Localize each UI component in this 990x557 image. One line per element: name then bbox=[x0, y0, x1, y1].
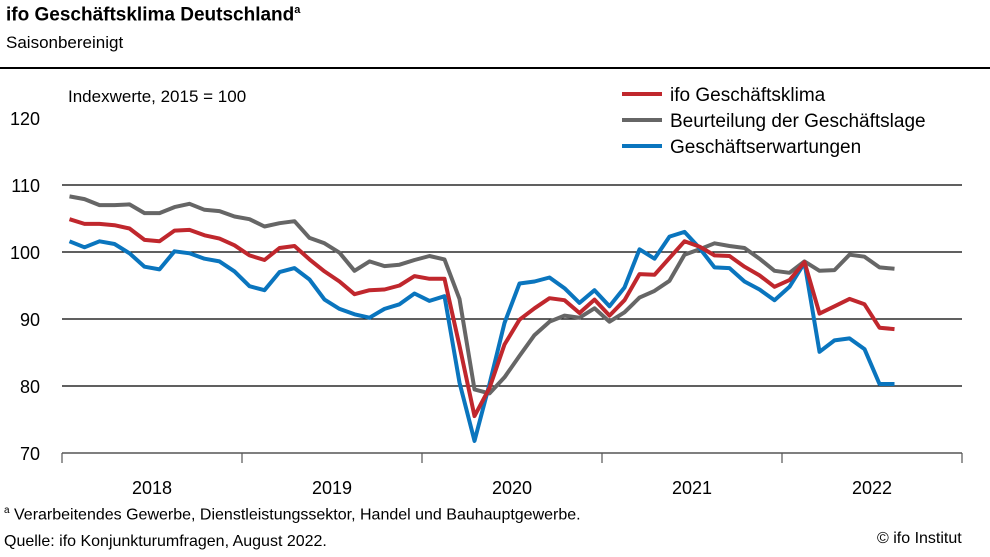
source-note: Quelle: ifo Konjunkturumfragen, August 2… bbox=[4, 533, 327, 550]
legend-label-2: Geschäftserwartungen bbox=[670, 137, 861, 158]
y-tick-label-70: 70 bbox=[20, 444, 40, 464]
legend-background bbox=[608, 132, 968, 156]
title-footnote-mark: a bbox=[294, 4, 301, 16]
legend-background bbox=[608, 106, 968, 130]
footnote-text: Verarbeitendes Gewerbe, Dienstleistungss… bbox=[14, 506, 581, 524]
chart-title: ifo Geschäftsklima Deutschlanda bbox=[6, 4, 300, 26]
footnote-mark: a bbox=[4, 505, 10, 516]
x-tick-label-2020: 2020 bbox=[492, 478, 532, 498]
series-line-0 bbox=[68, 217, 895, 419]
legend-label-0: ifo Geschäftsklima bbox=[670, 85, 826, 106]
index-annotation: Indexwerte, 2015 = 100 bbox=[68, 87, 246, 106]
title-text: ifo Geschäftsklima Deutschland bbox=[6, 4, 295, 26]
y-tick-label-90: 90 bbox=[20, 310, 40, 330]
y-tick-label-80: 80 bbox=[20, 377, 40, 397]
series-line-2 bbox=[68, 229, 895, 443]
x-tick-label-2021: 2021 bbox=[672, 478, 712, 498]
y-tick-label-110: 110 bbox=[11, 176, 40, 196]
legend-background bbox=[608, 80, 968, 104]
x-tick-label-2018: 2018 bbox=[132, 478, 172, 498]
copyright: © ifo Institut bbox=[877, 530, 962, 547]
y-tick-label-100: 100 bbox=[10, 243, 40, 263]
x-tick-label-2022: 2022 bbox=[852, 478, 892, 498]
title-rule bbox=[0, 67, 990, 69]
x-tick-label-2019: 2019 bbox=[312, 478, 352, 498]
chart-subtitle: Saisonbereinigt bbox=[6, 33, 124, 52]
series-line-1 bbox=[69, 194, 895, 396]
y-tick-label-120: 120 bbox=[10, 109, 40, 129]
legend-label-1: Beurteilung der Geschäftslage bbox=[670, 111, 926, 132]
footnote: a Verarbeitendes Gewerbe, Dienstleistung… bbox=[4, 505, 581, 524]
